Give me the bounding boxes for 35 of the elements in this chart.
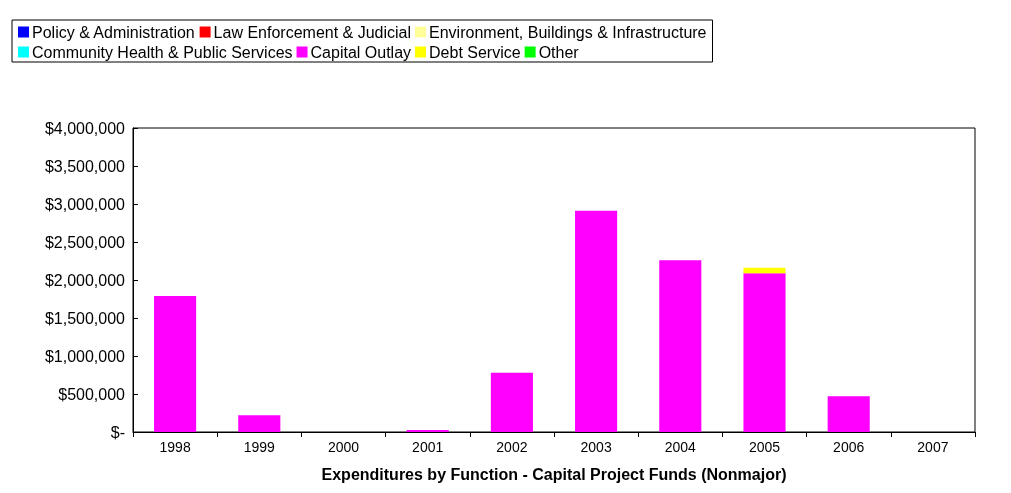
legend-label: Debt Service <box>429 43 521 61</box>
bar <box>154 295 197 432</box>
x-tick-label: 2000 <box>327 439 360 455</box>
y-tick-label: $3,000,000 <box>44 195 126 213</box>
bar <box>238 415 281 432</box>
x-tick-label: 2002 <box>496 439 528 455</box>
y-tick-label: $500,000 <box>58 385 126 403</box>
x-tick-label: 2001 <box>412 439 444 455</box>
x-axis-title: Expenditures by Function - Capital Project Funds (Nonmajor) <box>321 465 787 483</box>
legend-label: Environment, Buildings & Infrastructure <box>429 23 707 41</box>
legend-label: Community Health & Public Services <box>32 43 293 61</box>
y-tick-label: $2,000,000 <box>44 271 126 289</box>
y-tick-label: $4,000,000 <box>44 119 126 137</box>
y-tick-label: $3,500,000 <box>44 157 126 175</box>
legend-label: Other <box>538 43 580 61</box>
bar <box>575 210 618 432</box>
y-tick-label: $1,000,000 <box>44 347 126 365</box>
bar <box>743 273 786 432</box>
x-tick-label: 1998 <box>159 439 191 455</box>
bar <box>490 372 533 432</box>
x-tick-label: 2003 <box>580 439 612 455</box>
x-tick-label: 2005 <box>748 439 781 455</box>
y-tick-label: $2,500,000 <box>44 233 126 251</box>
legend-label: Law Enforcement & Judicial <box>213 23 412 41</box>
legend-label: Capital Outlay <box>310 43 412 61</box>
bar <box>827 396 870 432</box>
y-tick-label: $- <box>110 423 125 441</box>
x-tick-label: 1999 <box>243 439 276 455</box>
y-tick-label: $1,500,000 <box>44 309 126 327</box>
bar <box>659 260 702 432</box>
x-tick-label: 2007 <box>917 439 949 455</box>
legend-label: Policy & Administration <box>32 23 195 41</box>
bar <box>743 267 786 274</box>
x-tick-label: 2004 <box>664 439 697 455</box>
x-tick-label: 2006 <box>833 439 865 455</box>
